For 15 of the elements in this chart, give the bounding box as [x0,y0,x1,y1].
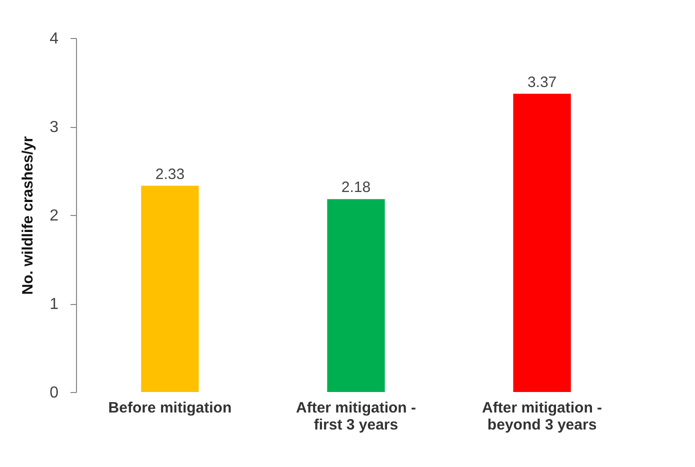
y-tick-label: 2 [50,208,59,224]
x-tick-label: After mitigation - beyond 3 years [482,400,602,434]
x-tick-label: Before mitigation [108,400,232,416]
bar [141,186,199,392]
data-label: 3.37 [527,74,557,91]
data-label: 2.18 [341,179,371,196]
y-axis-title: No. wildlife crashes/yr [20,136,37,295]
y-tick-label: 3 [50,119,59,136]
data-label: 2.33 [155,166,185,183]
x-tick-label: After mitigation - first 3 years [296,400,416,434]
bar [327,199,385,392]
bar [513,94,571,392]
y-tick-label: 1 [50,296,59,313]
y-tick-label: 4 [50,30,59,48]
y-tick-label: 0 [50,384,59,402]
